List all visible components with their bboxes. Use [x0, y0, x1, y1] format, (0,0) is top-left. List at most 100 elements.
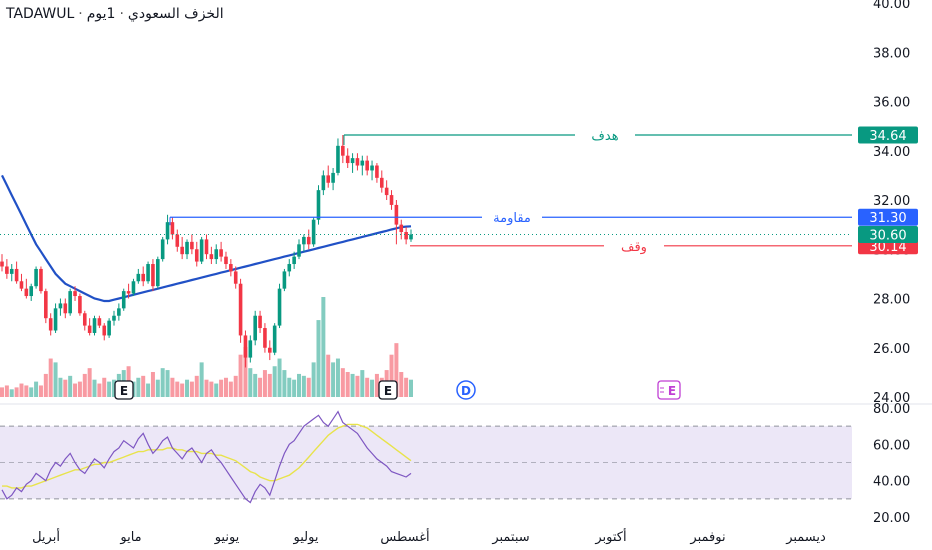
volume-bar	[48, 358, 53, 397]
candle-body	[121, 291, 126, 309]
candle-body	[253, 315, 257, 341]
candle-body	[341, 145, 345, 156]
candle-body	[355, 158, 360, 166]
volume-bar	[228, 381, 233, 397]
volume-bar	[277, 358, 282, 397]
volume-bar	[370, 379, 375, 397]
candle-body	[272, 325, 277, 353]
volume-bar	[102, 377, 107, 397]
candle-body	[194, 249, 199, 262]
earnings-marker: E	[384, 384, 392, 398]
volume-bar	[43, 373, 48, 397]
rsi-tick-label: 60.00	[873, 438, 910, 453]
candle-body	[29, 286, 34, 297]
volume-bar	[301, 375, 306, 397]
rsi-line	[1, 410, 412, 504]
candle-body	[87, 325, 92, 333]
volume-bar	[214, 383, 219, 397]
price-tick-label: 36.00	[873, 96, 910, 111]
volume-bar	[297, 373, 302, 397]
candle-body	[92, 318, 97, 333]
candle-body	[68, 291, 72, 314]
time-tick-label: أغسطس	[380, 528, 429, 545]
volume-bar	[204, 379, 209, 397]
volume-bar	[185, 379, 190, 397]
volume-bar	[267, 373, 272, 397]
price-tick-label: 32.00	[873, 194, 910, 209]
chart-title: TADAWUL · الخزف السعودي·1يوم	[6, 6, 224, 22]
volume-bar	[136, 377, 141, 397]
volume-bar	[321, 297, 326, 397]
volume-bar	[9, 389, 14, 397]
candle-body	[258, 315, 262, 329]
candle-body	[199, 239, 204, 262]
volume-bar	[238, 354, 243, 397]
candle-body	[9, 268, 14, 274]
earnings-marker-box[interactable]	[378, 380, 398, 400]
candle-body	[53, 308, 58, 331]
candle-body	[102, 325, 107, 336]
volume-bar	[146, 383, 151, 397]
candle-body	[82, 313, 87, 326]
volume-bar	[326, 354, 331, 397]
candle-body	[224, 256, 228, 265]
candle-body	[39, 268, 43, 292]
candle-body	[263, 328, 267, 348]
earnings-marker-box[interactable]	[114, 380, 134, 400]
time-tick-label: يونيو	[214, 530, 240, 545]
volume-bar	[316, 320, 321, 397]
volume-bar	[24, 385, 29, 397]
volume-bar	[155, 379, 160, 397]
candle-body	[302, 236, 306, 245]
candle-body	[146, 264, 150, 282]
company-name: الخزف السعودي	[127, 6, 224, 22]
symbol-name: TADAWUL	[6, 6, 75, 22]
candle-body	[190, 241, 194, 250]
candle-body	[248, 340, 253, 358]
volume-bar	[189, 381, 194, 397]
price-tick-label: 26.00	[873, 342, 910, 357]
candle-body	[365, 160, 369, 171]
volume-bar	[404, 377, 409, 397]
candle-body	[14, 268, 19, 282]
candle-body	[63, 303, 68, 314]
future-earnings-marker-box[interactable]	[657, 380, 681, 400]
candle-body	[316, 190, 321, 220]
volume-bar	[19, 383, 24, 397]
price-tick-label: 24.00	[873, 391, 910, 406]
candle-body	[287, 264, 292, 272]
candle-body	[306, 236, 311, 245]
rsi-tick-label: 80.00	[873, 402, 910, 417]
volume-bar	[14, 387, 19, 397]
volume-bar	[345, 372, 350, 397]
candle-body	[238, 283, 243, 336]
last-price-badge-bg	[858, 225, 918, 243]
level-label: وقف	[621, 240, 647, 255]
volume-bar	[209, 381, 214, 397]
level-label-bg	[575, 125, 635, 144]
candle-body	[175, 234, 180, 247]
candle-body	[394, 204, 399, 225]
dividend-marker-circle[interactable]	[456, 380, 476, 400]
candle-body	[180, 246, 184, 255]
volume-bar	[107, 381, 112, 397]
volume-bar	[63, 379, 68, 397]
volume-bar	[409, 379, 413, 397]
level-label-bg	[604, 236, 664, 255]
title-separator: ·	[78, 6, 83, 22]
candle-body	[44, 291, 48, 319]
level-price-badge: 31.30	[869, 211, 906, 226]
volume-bar	[199, 362, 204, 397]
volume-bar	[111, 379, 116, 397]
candle-body	[160, 239, 165, 260]
volume-bar	[160, 368, 165, 397]
volume-bar	[175, 381, 180, 397]
volume-bar	[374, 373, 379, 397]
candle-body	[117, 308, 121, 316]
volume-bar	[0, 387, 4, 397]
volume-bar	[243, 347, 248, 397]
dividend-marker: D	[461, 384, 471, 398]
interval-label: 1يوم	[86, 6, 116, 22]
candle-body	[209, 254, 214, 260]
